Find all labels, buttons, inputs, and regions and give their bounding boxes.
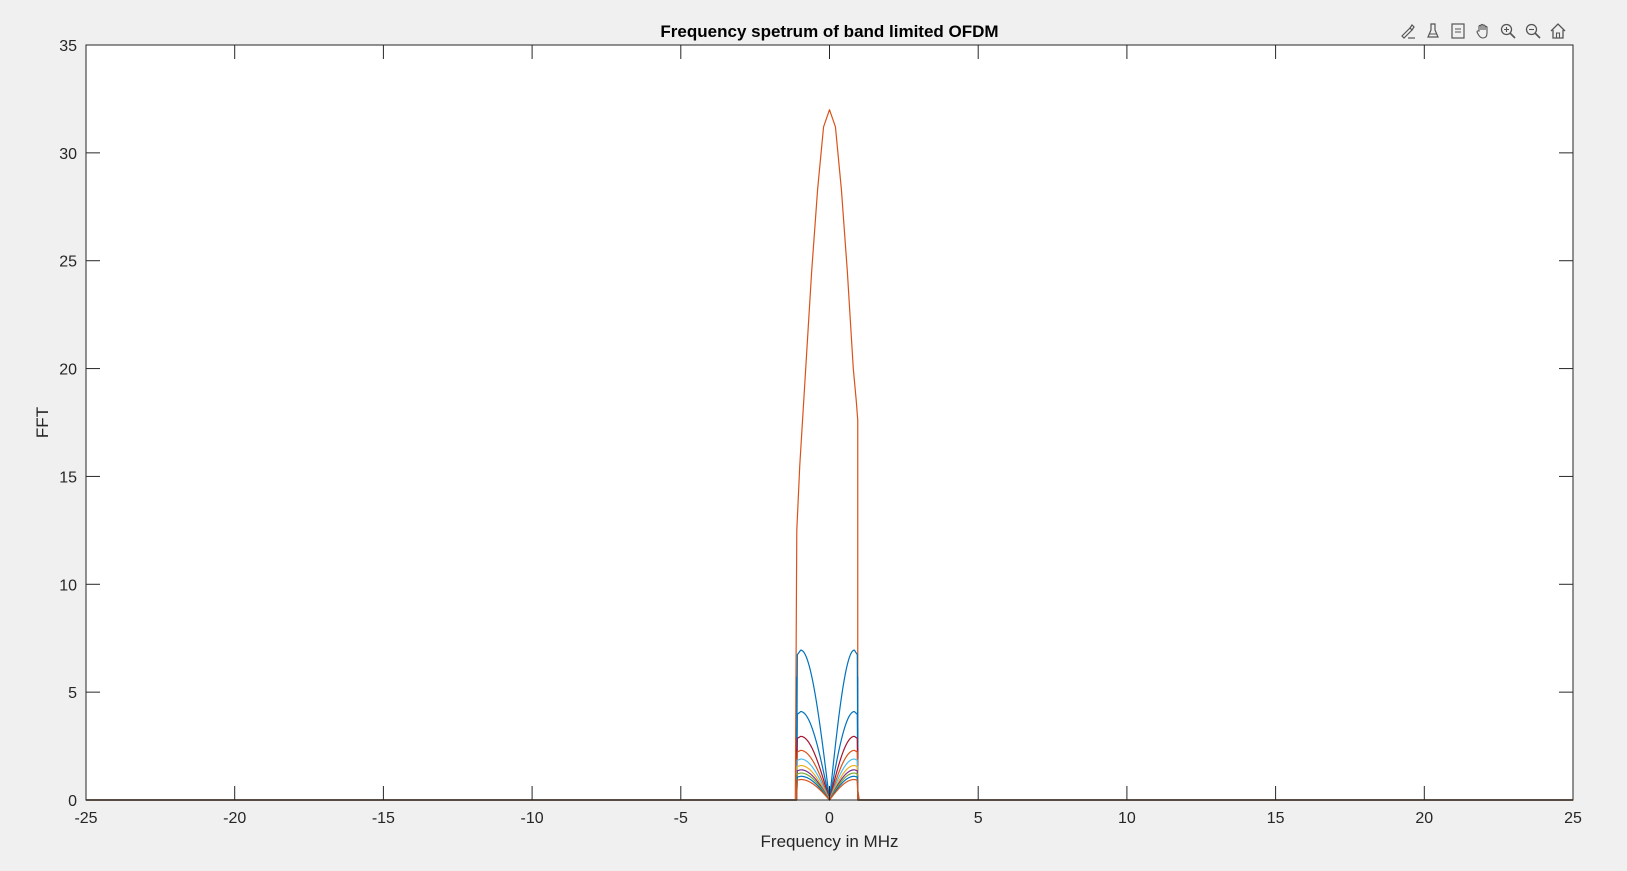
brush-button[interactable]: [1396, 19, 1419, 43]
x-tick-label: 0: [825, 810, 834, 827]
x-tick-label: -5: [674, 810, 688, 827]
y-tick-label: 35: [59, 38, 77, 55]
series-line-1: [86, 109, 1573, 801]
home-button[interactable]: [1546, 19, 1569, 43]
axis-ticks: -25 -20 -15 -10 -5 0 5 10 15 20 25 0 5 10 15 20 25 30 35: [59, 38, 1582, 827]
home-icon: [1550, 23, 1565, 39]
zoom-out-button[interactable]: [1521, 19, 1544, 43]
x-axis-label: Frequency in MHz: [761, 832, 899, 851]
legend-icon: [1450, 23, 1465, 39]
zoom-in-icon: [1500, 23, 1516, 39]
x-tick-label: 5: [974, 810, 983, 827]
y-tick-label: 20: [59, 362, 77, 379]
brush-icon: [1400, 24, 1415, 39]
data-cursor-button[interactable]: [1421, 19, 1444, 43]
pan-button[interactable]: [1471, 19, 1494, 43]
data-cursor-icon: [1426, 23, 1439, 38]
x-tick-label: 25: [1564, 810, 1582, 827]
y-tick-label: 25: [59, 254, 77, 271]
axes-toolbar: [1396, 18, 1569, 44]
x-tick-label: -20: [223, 810, 246, 827]
x-tick-label: 10: [1118, 810, 1136, 827]
y-tick-label: 15: [59, 469, 77, 486]
legend-button[interactable]: [1446, 19, 1469, 43]
x-tick-label: 15: [1267, 810, 1285, 827]
y-tick-label: 5: [68, 685, 77, 702]
x-tick-label: -15: [372, 810, 395, 827]
pan-hand-icon: [1475, 23, 1488, 39]
zoom-out-icon: [1525, 23, 1541, 39]
x-tick-label: -10: [521, 810, 544, 827]
chart-title: Frequency spetrum of band limited OFDM: [660, 22, 998, 41]
y-tick-label: 0: [68, 793, 77, 810]
zoom-in-button[interactable]: [1496, 19, 1519, 43]
y-tick-label: 30: [59, 146, 77, 163]
x-tick-label: -25: [74, 810, 97, 827]
plot-area: [86, 45, 1573, 800]
x-tick-label: 20: [1415, 810, 1433, 827]
y-axis-label: FFT: [33, 407, 52, 438]
y-tick-label: 10: [59, 577, 77, 594]
